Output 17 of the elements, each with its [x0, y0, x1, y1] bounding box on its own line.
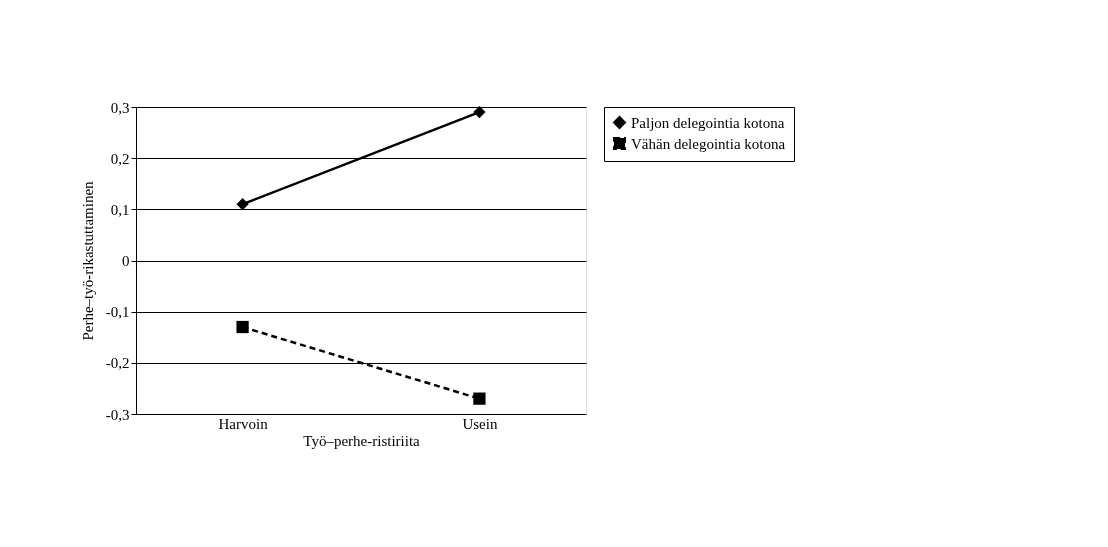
- y-axis-title: Perhe–työ-rikastuttaminen: [79, 180, 96, 341]
- y-tick-label: -0,3: [105, 406, 130, 423]
- point: [473, 392, 486, 405]
- x-tick-label: Usein: [462, 415, 498, 432]
- point: [236, 320, 249, 334]
- legend-label: Vähän delegointia kotona: [631, 135, 786, 152]
- y-tick-label: 0,3: [110, 99, 130, 116]
- y-tick-label: 0: [122, 253, 130, 269]
- y-tick-label: -0,1: [105, 304, 130, 321]
- y-tick-label: -0,2: [105, 355, 130, 372]
- x-tick-label: Harvoin: [218, 415, 269, 432]
- point: [473, 105, 486, 119]
- y-tick-label: 0,1: [110, 201, 130, 218]
- point: [236, 198, 249, 211]
- x-axis-title: Työ–perhe-ristiriita: [303, 432, 421, 449]
- legend-label: Paljon delegointia kotona: [631, 114, 785, 131]
- y-tick-label: 0,2: [110, 150, 130, 167]
